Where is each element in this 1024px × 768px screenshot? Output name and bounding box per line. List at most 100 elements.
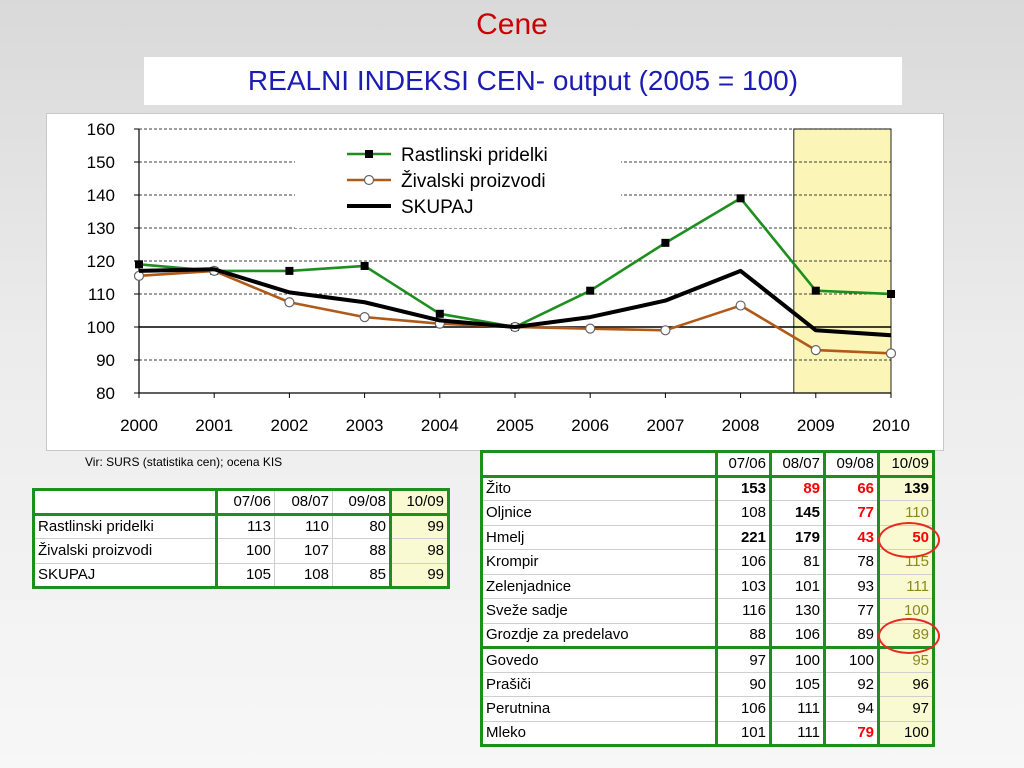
x-tick-label: 2007 <box>646 416 684 435</box>
x-tick-label: 2001 <box>195 416 233 435</box>
row-label: Mleko <box>481 720 718 746</box>
table-cell: 106 <box>770 622 826 648</box>
table-cell: 81 <box>770 549 826 575</box>
table-cell: 80 <box>332 513 392 539</box>
table-cell: 153 <box>716 475 772 501</box>
header-cell: 07/06 <box>216 489 275 516</box>
data-point-square <box>661 238 670 247</box>
summary-table: 07/06 08/07 09/08 10/09 Rastlinski pride… <box>32 488 450 589</box>
legend-marker-circle <box>363 174 375 186</box>
y-tick-label: 140 <box>87 186 115 205</box>
table-row: Hmelj 221 179 43 50 <box>481 524 934 550</box>
header-cell <box>33 489 218 516</box>
table-cell: 93 <box>824 573 880 599</box>
table-cell: 108 <box>274 562 333 588</box>
legend-label: Živalski proizvodi <box>401 170 546 192</box>
table-cell: 107 <box>274 538 333 564</box>
table-cell: 96 <box>878 671 934 697</box>
row-label: Govedo <box>481 646 718 673</box>
table-cell: 79 <box>824 720 880 746</box>
data-point-square <box>435 309 444 318</box>
legend-label: Rastlinski pridelki <box>401 145 548 166</box>
line-chart-svg: 80 90 100 110 120 130 140 150 160 2000 2001 2002 200… <box>87 120 910 435</box>
table-cell: 101 <box>770 573 826 599</box>
row-label: Zelenjadnice <box>481 573 718 599</box>
header-cell: 10/09 <box>878 451 934 478</box>
table-cell: 111 <box>878 573 934 599</box>
table-cell: 100 <box>878 720 934 746</box>
row-label: Grozdje za predelavo <box>481 622 718 648</box>
table-cell: 108 <box>716 500 772 526</box>
table-cell: 88 <box>332 538 392 564</box>
legend-marker-square <box>365 150 373 158</box>
data-point-circle <box>133 270 145 281</box>
data-point-square <box>135 260 143 269</box>
row-label: Žito <box>481 475 718 501</box>
table-cell: 78 <box>824 549 880 575</box>
header-cell <box>481 451 718 478</box>
line-chart: 80 90 100 110 120 130 140 150 160 2000 2001 2002 200… <box>46 113 944 451</box>
row-label: SKUPAJ <box>33 562 218 588</box>
series-line-1 <box>138 269 892 355</box>
data-point-square <box>285 266 294 275</box>
table-cell: 105 <box>770 671 826 697</box>
row-label: Perutnina <box>481 696 718 722</box>
data-point-square <box>736 194 745 203</box>
table-row: Perutnina 106 111 94 97 <box>481 696 934 722</box>
table-cell: 66 <box>824 475 880 501</box>
table-cell: 89 <box>824 622 880 648</box>
row-label: Hmelj <box>481 524 718 550</box>
table-cell: 106 <box>716 549 772 575</box>
table-cell: 221 <box>716 524 772 550</box>
table-cell: 145 <box>770 500 826 526</box>
table-row: Prašiči 90 105 92 96 <box>481 671 934 697</box>
highlight-circle-hmelj <box>878 522 940 558</box>
data-point-circle <box>284 297 295 308</box>
table-row: Oljnice 108 145 77 110 <box>481 500 934 526</box>
x-tick-label: 2005 <box>496 416 534 435</box>
row-label: Rastlinski pridelki <box>33 513 218 539</box>
x-tick-label: 2008 <box>722 416 760 435</box>
legend-label: SKUPAJ <box>401 197 474 218</box>
header-cell: 08/07 <box>274 489 333 516</box>
x-tick-label: 2002 <box>270 416 308 435</box>
y-tick-label: 90 <box>96 351 115 370</box>
table-cell: 88 <box>716 622 772 648</box>
table-cell: 89 <box>770 475 826 501</box>
table-row: Krompir 106 81 78 115 <box>481 549 934 575</box>
data-point-square <box>887 290 895 298</box>
table-cell: 85 <box>332 562 392 588</box>
x-tick-label: 2003 <box>346 416 384 435</box>
data-point-square <box>811 286 820 295</box>
x-tick-label: 2004 <box>421 416 459 435</box>
data-point-circle <box>359 312 370 323</box>
series-line-2 <box>138 267 892 338</box>
row-label: Oljnice <box>481 500 718 526</box>
table-cell: 100 <box>824 646 880 673</box>
data-point-circle <box>585 323 596 334</box>
table-cell: 103 <box>716 573 772 599</box>
table-row: Živalski proizvodi 100 107 88 98 <box>33 538 449 564</box>
table-cell: 101 <box>716 720 772 746</box>
x-tick-label: 2000 <box>120 416 158 435</box>
y-tick-label: 80 <box>96 384 115 403</box>
legend-background <box>295 142 621 228</box>
table-cell: 77 <box>824 598 880 624</box>
table-cell: 116 <box>716 598 772 624</box>
table-cell: 179 <box>770 524 826 550</box>
header-cell: 09/08 <box>332 489 392 516</box>
header-cell: 09/08 <box>824 451 880 478</box>
table-row: Mleko 101 111 79 100 <box>481 720 934 746</box>
table-cell: 130 <box>770 598 826 624</box>
data-point-square <box>360 261 369 270</box>
table-row: Sveže sadje 116 130 77 100 <box>481 598 934 624</box>
table-cell: 99 <box>390 513 449 539</box>
data-point-square <box>586 286 595 295</box>
x-tick-label: 2009 <box>797 416 835 435</box>
y-tick-label: 160 <box>87 120 115 139</box>
table-row: Grozdje za predelavo 88 106 89 89 <box>481 622 934 648</box>
data-point-circle <box>810 345 821 356</box>
table-row: Zelenjadnice 103 101 93 111 <box>481 573 934 599</box>
table-row: Žito 153 89 66 139 <box>481 475 934 501</box>
chart-subtitle: REALNI INDEKSI CEN- output (2005 = 100) <box>144 57 902 105</box>
